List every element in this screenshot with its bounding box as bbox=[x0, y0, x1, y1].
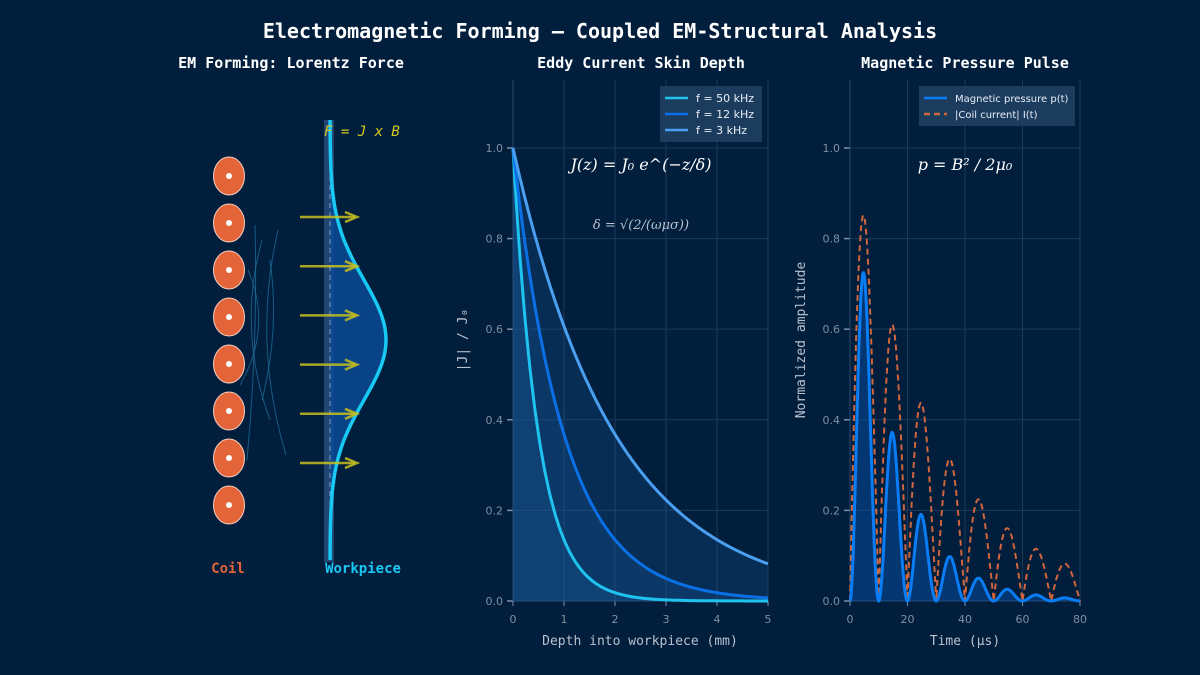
force-arrow-head bbox=[344, 407, 361, 420]
current-out-of-page-dot bbox=[226, 455, 232, 461]
series-fill bbox=[513, 148, 768, 601]
legend: f = 50 kHz f = 12 kHz f = 3 kHz bbox=[660, 86, 762, 142]
magnetic-field-lines bbox=[239, 224, 287, 461]
current-density-equation: J(z) = J₀ e^(−z/δ) bbox=[567, 155, 711, 174]
y-tick-label: 1.0 bbox=[823, 142, 841, 155]
y-tick-label: 0.4 bbox=[823, 414, 841, 427]
coil-label: Coil bbox=[211, 561, 245, 577]
field-line bbox=[266, 229, 287, 456]
series-line-f-3-khz bbox=[511, 147, 769, 566]
y-axis-label: |J| / J₀ bbox=[456, 309, 471, 372]
panel-lorentz-force: EM Forming: Lorentz Force F = J x B Coil… bbox=[178, 54, 404, 577]
x-tick-label: 80 bbox=[1073, 613, 1087, 626]
field-line bbox=[250, 239, 271, 421]
y-tick-label: 0.6 bbox=[486, 323, 504, 336]
figure-title: Electromagnetic Forming — Coupled EM-Str… bbox=[263, 19, 937, 43]
x-axis-label: Time (µs) bbox=[930, 634, 1000, 649]
current-out-of-page-dot bbox=[226, 361, 232, 367]
series-fill bbox=[513, 148, 768, 601]
series-group bbox=[848, 214, 1081, 603]
legend: Magnetic pressure p(t) |Coil current| I(t… bbox=[919, 86, 1075, 126]
x-tick-label: 0 bbox=[510, 613, 517, 626]
chart-skin-depth: Eddy Current Skin Depth 0 1 2 3 4 50.00.20.40… bbox=[456, 54, 772, 649]
x-tick-label: 60 bbox=[1016, 613, 1030, 626]
workpiece-label: Workpiece bbox=[325, 561, 401, 577]
field-line bbox=[246, 224, 257, 461]
grid: 0 1 2 3 4 5 0.0 0.2 0.4 0.6 0.8 1.0 bbox=[486, 80, 772, 626]
y-tick-label: 0.2 bbox=[823, 504, 841, 517]
legend-entry: f = 3 kHz bbox=[696, 124, 747, 137]
grid: 0 20 40 60 80 0.0 0.2 0.4 0.6 0.8 1.0 bbox=[823, 80, 1087, 626]
coil-array bbox=[213, 156, 245, 525]
x-tick-label: 4 bbox=[714, 613, 721, 626]
workpiece-plate bbox=[324, 120, 334, 562]
force-arrow-head bbox=[344, 358, 361, 371]
current-out-of-page-dot bbox=[226, 267, 232, 273]
force-arrows bbox=[300, 210, 361, 470]
field-line bbox=[239, 269, 260, 386]
x-tick-label: 5 bbox=[765, 613, 772, 626]
chart-pressure-pulse: Magnetic Pressure Pulse 0 20 40 60 800.00.20… bbox=[794, 54, 1087, 649]
force-arrow-head bbox=[344, 456, 361, 470]
force-equation-label: F = J x B bbox=[324, 124, 400, 140]
series-line-f-12-khz bbox=[511, 147, 768, 600]
current-out-of-page-dot bbox=[226, 220, 232, 226]
legend-entry: Magnetic pressure p(t) bbox=[955, 94, 1069, 105]
series-line-magnetic-pressure bbox=[848, 271, 1080, 603]
y-tick-label: 1.0 bbox=[486, 142, 504, 155]
y-tick-label: 0.8 bbox=[823, 233, 841, 246]
series-line-f-50-khz bbox=[511, 147, 768, 603]
x-tick-label: 2 bbox=[612, 613, 619, 626]
chart-title: Eddy Current Skin Depth bbox=[537, 54, 745, 72]
current-out-of-page-dot bbox=[226, 408, 232, 414]
y-tick-label: 0.0 bbox=[823, 595, 841, 608]
x-tick-label: 0 bbox=[847, 613, 854, 626]
x-tick-label: 20 bbox=[901, 613, 915, 626]
series-group bbox=[511, 147, 769, 603]
pressure-equation: p = B² / 2μ₀ bbox=[918, 155, 1013, 174]
x-axis-label: Depth into workpiece (mm) bbox=[542, 634, 738, 649]
current-out-of-page-dot bbox=[226, 502, 232, 508]
y-tick-label: 0.2 bbox=[486, 504, 504, 517]
force-arrow-head bbox=[344, 210, 361, 224]
legend-entry: f = 12 kHz bbox=[696, 108, 754, 121]
current-out-of-page-dot bbox=[226, 173, 232, 179]
legend-box bbox=[919, 86, 1075, 126]
workpiece-deformed-profile bbox=[328, 120, 388, 560]
legend-entry: |Coil current| I(t) bbox=[955, 110, 1038, 121]
x-tick-label: 3 bbox=[663, 613, 670, 626]
x-tick-label: 40 bbox=[958, 613, 972, 626]
x-tick-label: 1 bbox=[561, 613, 568, 626]
field-line bbox=[261, 259, 275, 401]
y-tick-label: 0.0 bbox=[486, 595, 504, 608]
legend-entry: f = 50 kHz bbox=[696, 92, 754, 105]
y-axis-label: Normalized amplitude bbox=[794, 262, 809, 419]
skin-depth-equation: δ = √(2/(ωμσ)) bbox=[593, 218, 689, 233]
chart-title: Magnetic Pressure Pulse bbox=[861, 54, 1069, 72]
y-tick-label: 0.6 bbox=[823, 323, 841, 336]
current-out-of-page-dot bbox=[226, 314, 232, 320]
workpiece-deformation-fill bbox=[330, 120, 386, 562]
series-fill bbox=[513, 148, 768, 601]
force-arrow-head bbox=[344, 260, 361, 273]
y-tick-label: 0.4 bbox=[486, 414, 504, 427]
y-tick-label: 0.8 bbox=[486, 233, 504, 246]
force-arrow-head bbox=[344, 309, 361, 322]
panel1-title: EM Forming: Lorentz Force bbox=[178, 54, 404, 72]
pressure-fill bbox=[850, 272, 1080, 601]
